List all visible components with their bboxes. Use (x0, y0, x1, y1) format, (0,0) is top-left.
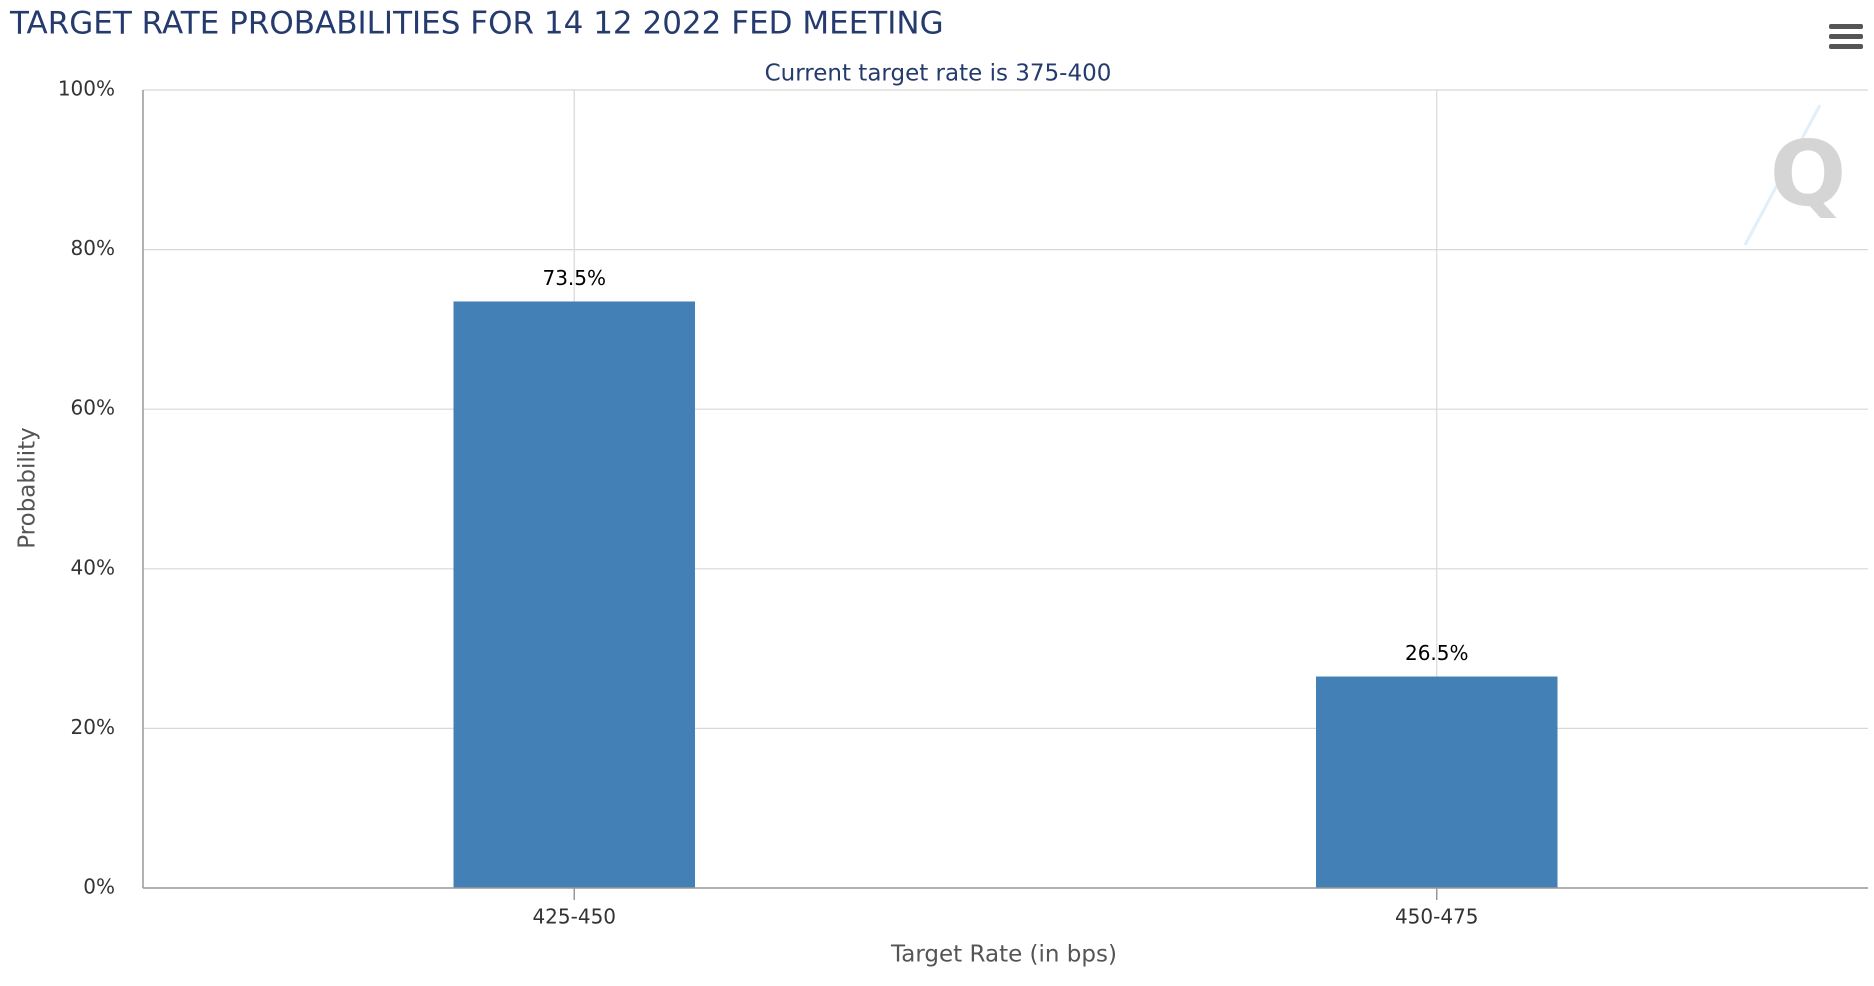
x-tick-label: 450-475 (1395, 905, 1479, 929)
data-label: 26.5% (1405, 641, 1469, 665)
menu-bar[interactable] (1829, 44, 1863, 49)
y-tick-label: 40% (71, 555, 115, 579)
menu-button[interactable] (1829, 24, 1863, 49)
menu-bar[interactable] (1829, 34, 1863, 39)
menu-bar[interactable] (1829, 24, 1863, 29)
watermark-stroke (1743, 104, 1822, 246)
y-tick-label: 60% (71, 396, 115, 420)
watermark-logo: Q (1770, 122, 1847, 227)
y-tick-label: 0% (83, 875, 115, 899)
bar (1316, 676, 1558, 888)
bar (453, 301, 695, 889)
y-axis-label: Probability (15, 427, 41, 549)
data-label: 73.5% (542, 266, 606, 290)
y-tick-label: 20% (71, 715, 115, 739)
watermark: Q (1743, 104, 1847, 246)
chart-subtitle: Current target rate is 375-400 (765, 61, 1112, 87)
y-tick-label: 80% (71, 236, 115, 260)
x-axis-label: Target Rate (in bps) (890, 942, 1117, 968)
x-tick-label: 425-450 (532, 905, 616, 929)
chart-title: TARGET RATE PROBABILITIES FOR 14 12 2022… (9, 6, 944, 42)
y-tick-label: 100% (58, 77, 115, 101)
